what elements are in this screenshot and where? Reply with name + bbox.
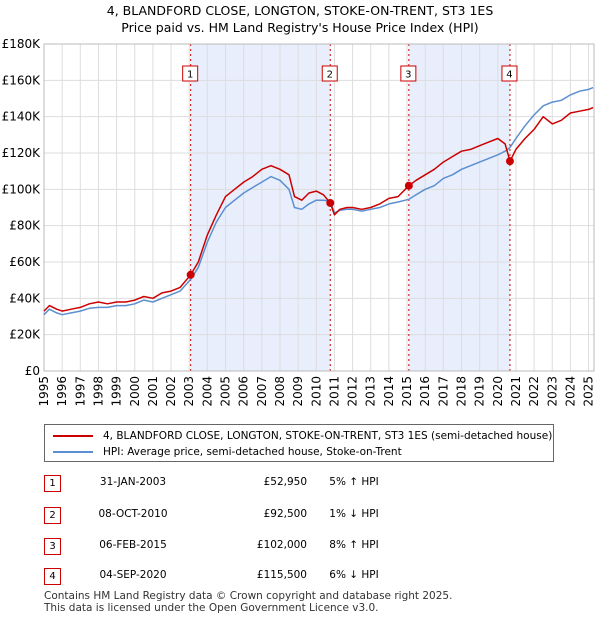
sale-label: 2	[327, 70, 333, 81]
y-tick-label: £0	[25, 364, 40, 378]
transaction-row: 4 04-SEP-2020 £115,500 6% ↓ HPI	[44, 568, 564, 586]
x-tick-label: 2002	[164, 376, 178, 407]
x-tick-label: 2014	[382, 376, 396, 407]
x-tick-label: 2022	[527, 376, 541, 407]
x-tick-label: 1995	[37, 376, 51, 407]
transaction-row: 3 06-FEB-2015 £102,000 8% ↑ HPI	[44, 538, 564, 556]
x-tick-label: 2020	[491, 376, 505, 407]
hpi-swatch	[53, 451, 93, 453]
sale-label-box	[400, 65, 417, 82]
sale-point	[505, 157, 514, 166]
legend-item-hpi: HPI: Average price, semi-detached house,…	[53, 444, 402, 460]
x-tick-label: 2016	[418, 376, 432, 407]
x-tick-label: 2000	[128, 376, 142, 407]
x-tick-label: 1999	[110, 376, 124, 407]
sale-label: 3	[405, 70, 411, 81]
x-tick-label: 2004	[200, 376, 214, 407]
x-tick-label: 2013	[364, 376, 378, 407]
transaction-number: 2	[44, 507, 61, 524]
transaction-date: 06-FEB-2015	[99, 539, 167, 551]
transaction-number: 3	[44, 538, 61, 555]
x-tick-label: 2003	[182, 376, 196, 407]
chart-subtitle: Price paid vs. HM Land Registry's House …	[121, 20, 479, 35]
transaction-price: £52,950	[263, 476, 307, 488]
transaction-number: 1	[44, 475, 61, 492]
x-tick-label: 2019	[473, 376, 487, 407]
transaction-date: 04-SEP-2020	[99, 569, 167, 581]
transaction-number: 4	[44, 568, 61, 585]
x-tick-label: 2025	[582, 376, 596, 407]
price-chart: £0 £20K £40K £60K £80K £100K £120K £140K £160K £1…	[2, 37, 596, 407]
price-paid-line	[43, 106, 594, 312]
footer-licence: This data is licensed under the Open Gov…	[44, 602, 379, 614]
x-tick-label: 2024	[563, 376, 577, 407]
y-tick-label: £120K	[2, 146, 42, 160]
y-tick-label: £100K	[2, 182, 42, 196]
y-tick-label: £40K	[9, 291, 41, 305]
x-tick-label: 2021	[509, 376, 523, 407]
transaction-hpi: 8% ↑ HPI	[329, 539, 379, 551]
x-tick-label: 2001	[146, 376, 160, 407]
transaction-hpi: 1% ↓ HPI	[329, 508, 379, 520]
x-tick-label: 2010	[309, 376, 323, 407]
hpi-line	[43, 86, 594, 316]
footer-copyright: Contains HM Land Registry data © Crown c…	[44, 590, 453, 602]
plot-frame	[43, 43, 595, 372]
x-tick-label: 2012	[346, 376, 360, 407]
x-tick-label: 2008	[273, 376, 287, 407]
y-tick-label: £180K	[2, 37, 42, 51]
legend-item-price-paid: 4, BLANDFORD CLOSE, LONGTON, STOKE-ON-TR…	[53, 428, 552, 444]
transaction-row: 2 08-OCT-2010 £92,500 1% ↓ HPI	[44, 507, 564, 525]
legend-label-hpi: HPI: Average price, semi-detached house,…	[103, 446, 402, 458]
y-tick-label: £60K	[9, 255, 41, 269]
x-tick-label: 2023	[545, 376, 559, 407]
y-tick-label: £20K	[9, 328, 41, 342]
sale-point	[186, 270, 195, 279]
price-paid-swatch	[53, 435, 93, 437]
transaction-price: £115,500	[256, 569, 307, 581]
chart-title: 4, BLANDFORD CLOSE, LONGTON, STOKE-ON-TR…	[106, 3, 494, 18]
sale-point	[404, 181, 413, 190]
ownership-shade	[190, 44, 331, 371]
x-tick-label: 1997	[73, 376, 87, 407]
sale-label: 4	[506, 70, 512, 81]
transaction-price: £92,500	[263, 508, 307, 520]
transaction-date: 08-OCT-2010	[98, 508, 168, 520]
sale-label-box	[321, 65, 338, 82]
x-tick-label: 2005	[219, 376, 233, 407]
x-tick-label: 2018	[454, 376, 468, 407]
x-tick-label: 1998	[91, 376, 105, 407]
legend: 4, BLANDFORD CLOSE, LONGTON, STOKE-ON-TR…	[44, 424, 554, 462]
x-tick-label: 2006	[237, 376, 251, 407]
x-tick-label: 2015	[400, 376, 414, 407]
x-tick-label: 1996	[55, 376, 69, 407]
transaction-price: £102,000	[256, 539, 307, 551]
transaction-hpi: 5% ↑ HPI	[329, 476, 379, 488]
ownership-shade	[408, 44, 510, 371]
y-tick-label: £80K	[9, 219, 41, 233]
transaction-row: 1 31-JAN-2003 £52,950 5% ↑ HPI	[44, 475, 564, 493]
sale-label-box	[182, 65, 199, 82]
x-tick-label: 2017	[436, 376, 450, 407]
sale-label-box	[501, 65, 518, 82]
transaction-hpi: 6% ↓ HPI	[329, 569, 379, 581]
x-tick-label: 2007	[255, 376, 269, 407]
transaction-date: 31-JAN-2003	[99, 476, 167, 488]
sale-point	[326, 198, 335, 207]
y-tick-label: £140K	[2, 110, 42, 124]
x-tick-label: 2009	[291, 376, 305, 407]
y-tick-label: £160K	[2, 73, 42, 87]
legend-label-price-paid: 4, BLANDFORD CLOSE, LONGTON, STOKE-ON-TR…	[103, 430, 553, 442]
sale-label: 1	[187, 70, 193, 81]
x-tick-label: 2011	[327, 376, 341, 407]
